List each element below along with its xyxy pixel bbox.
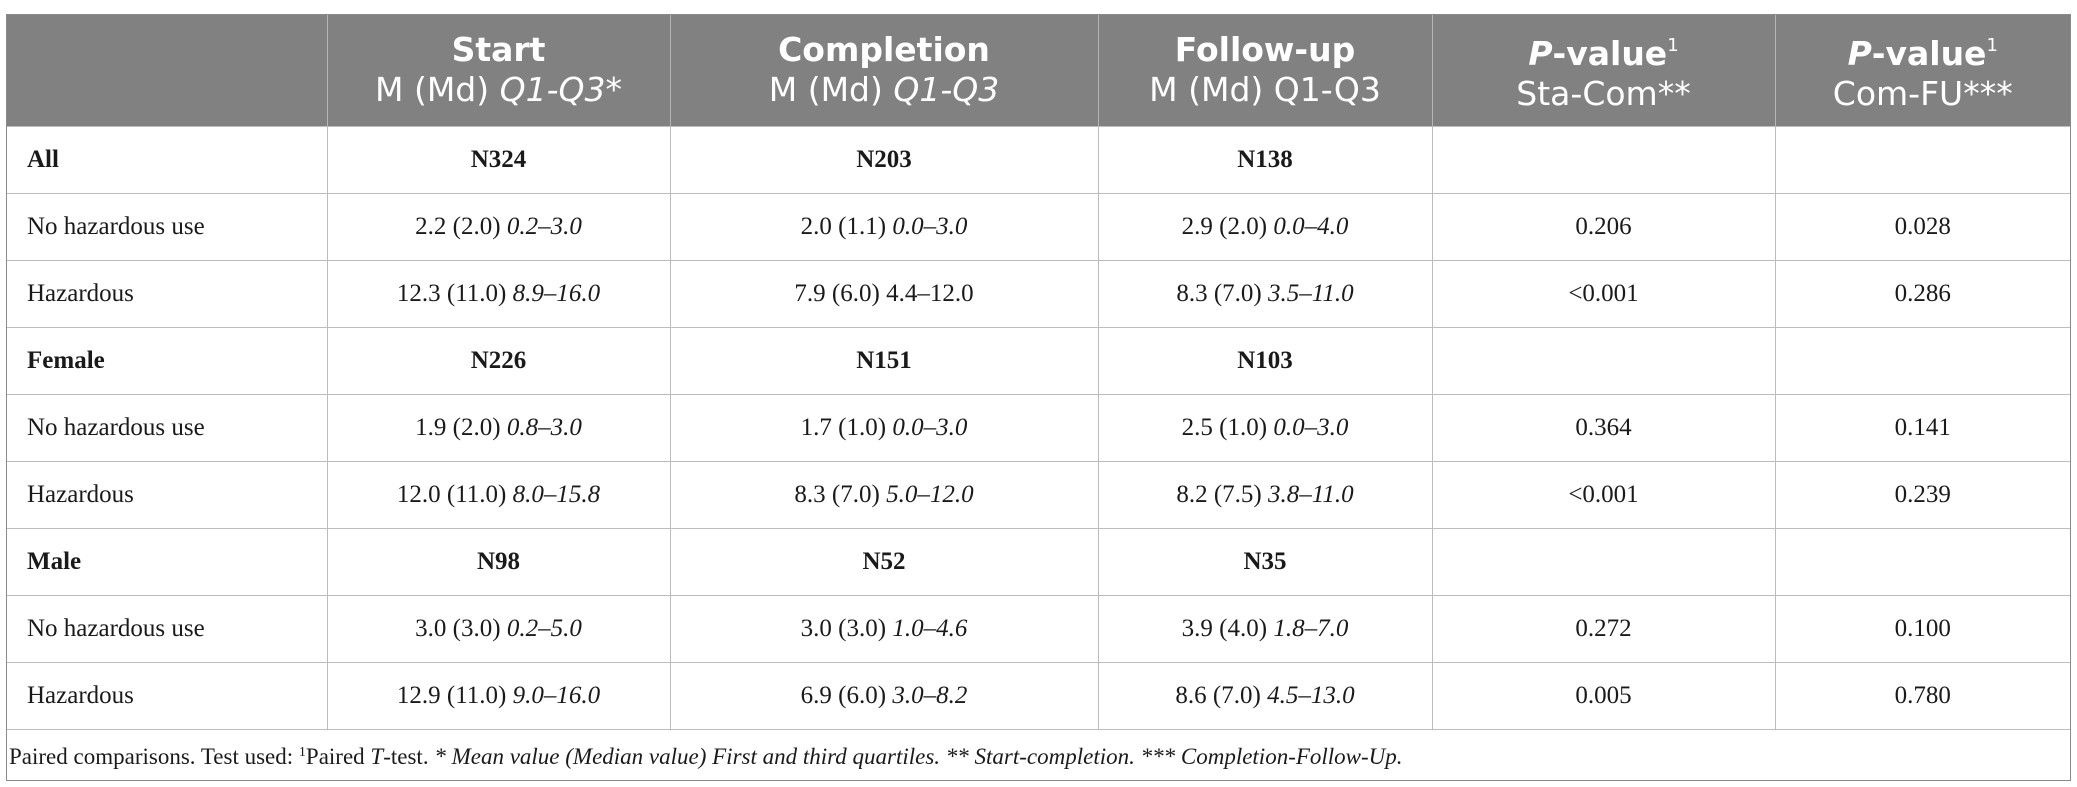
pvalue-cell	[1431, 125, 1775, 193]
pvalue-cell: 0.028	[1774, 192, 2070, 260]
table-row: Hazardous 12.0 (11.0) 8.0–15.8 8.3 (7.0) 5…	[7, 460, 2070, 528]
row-label: All	[7, 125, 327, 193]
stat-cell: 6.9 (6.0) 3.0–8.2	[669, 661, 1098, 730]
stat-cell: 2.2 (2.0) 0.2–3.0	[326, 192, 670, 260]
row-label: Hazardous	[7, 460, 327, 528]
pvalue-cell: 0.141	[1774, 393, 2070, 461]
row-label: No hazardous use	[7, 192, 327, 260]
stat-cell: 8.6 (7.0) 4.5–13.0	[1097, 661, 1432, 730]
stat-cell: 8.3 (7.0) 5.0–12.0	[669, 460, 1098, 528]
row-label: Female	[7, 326, 327, 394]
header-pvalue-sub: Sta-Com**	[1516, 74, 1691, 114]
stat-cell: 7.9 (6.0) 4.4–12.0	[669, 259, 1098, 327]
header-pvalue-title: P-value1	[1847, 34, 1998, 74]
stat-cell: 12.3 (11.0) 8.9–16.0	[326, 259, 670, 327]
header-completion: Completion M (Md) Q1-Q3	[669, 15, 1098, 126]
header-start: Start M (Md) Q1-Q3*	[326, 15, 670, 126]
pvalue-cell: 0.100	[1774, 594, 2070, 662]
pvalue-cell: 0.206	[1431, 192, 1775, 260]
stat-cell: 12.0 (11.0) 8.0–15.8	[326, 460, 670, 528]
header-start-title: Start	[451, 30, 546, 70]
pvalue-cell	[1431, 527, 1775, 595]
stat-cell: 2.0 (1.1) 0.0–3.0	[669, 192, 1098, 260]
stat-cell: 3.0 (3.0) 1.0–4.6	[669, 594, 1098, 662]
stat-cell: 12.9 (11.0) 9.0–16.0	[326, 661, 670, 730]
pvalue-cell: 0.239	[1774, 460, 2070, 528]
row-label: No hazardous use	[7, 393, 327, 461]
table-frame: Start M (Md) Q1-Q3* Completion M (Md) Q1…	[6, 14, 2071, 781]
group-count-cell: N98	[326, 527, 670, 595]
pvalue-cell: <0.001	[1431, 460, 1775, 528]
group-count-cell: N324	[326, 125, 670, 193]
group-count-cell: N52	[669, 527, 1098, 595]
group-count-cell: N103	[1097, 326, 1432, 394]
stat-cell: 1.7 (1.0) 0.0–3.0	[669, 393, 1098, 461]
stat-cell: 3.9 (4.0) 1.8–7.0	[1097, 594, 1432, 662]
group-row: All N324 N203 N138	[7, 125, 2070, 193]
header-start-sub: M (Md) Q1-Q3*	[375, 70, 622, 110]
stat-cell: 8.2 (7.5) 3.8–11.0	[1097, 460, 1432, 528]
group-row: Male N98 N52 N35	[7, 527, 2070, 595]
stat-cell: 2.9 (2.0) 0.0–4.0	[1097, 192, 1432, 260]
table-row: No hazardous use 2.2 (2.0) 0.2–3.0 2.0 (1.…	[7, 192, 2070, 260]
pvalue-cell	[1774, 326, 2070, 394]
group-count-cell: N203	[669, 125, 1098, 193]
header-pvalue-sub: Com-FU***	[1832, 74, 2013, 114]
table-row: Hazardous 12.9 (11.0) 9.0–16.0 6.9 (6.0) 3…	[7, 661, 2070, 730]
pvalue-cell	[1774, 125, 2070, 193]
table-row: Hazardous 12.3 (11.0) 8.9–16.0 7.9 (6.0) 4…	[7, 259, 2070, 327]
pvalue-cell: 0.364	[1431, 393, 1775, 461]
stat-cell: 8.3 (7.0) 3.5–11.0	[1097, 259, 1432, 327]
group-count-cell: N35	[1097, 527, 1432, 595]
header-completion-sub: M (Md) Q1-Q3	[768, 70, 1000, 110]
header-pvalue-com-fu: P-value1 Com-FU***	[1774, 15, 2070, 126]
group-count-cell: N138	[1097, 125, 1432, 193]
pvalue-cell	[1774, 527, 2070, 595]
stat-cell: 2.5 (1.0) 0.0–3.0	[1097, 393, 1432, 461]
group-count-cell: N226	[326, 326, 670, 394]
table-row: No hazardous use 3.0 (3.0) 0.2–5.0 3.0 (3.…	[7, 594, 2070, 662]
header-row: Start M (Md) Q1-Q3* Completion M (Md) Q1…	[7, 15, 2070, 126]
row-label: Male	[7, 527, 327, 595]
pvalue-cell: <0.001	[1431, 259, 1775, 327]
table-row: No hazardous use 1.9 (2.0) 0.8–3.0 1.7 (1.…	[7, 393, 2070, 461]
pvalue-cell: 0.286	[1774, 259, 2070, 327]
pvalue-cell: 0.780	[1774, 661, 2070, 730]
header-follow-up-sub: M (Md) Q1-Q3	[1149, 70, 1381, 110]
row-label: No hazardous use	[7, 594, 327, 662]
pvalue-cell: 0.005	[1431, 661, 1775, 730]
stat-cell: 1.9 (2.0) 0.8–3.0	[326, 393, 670, 461]
row-label: Hazardous	[7, 259, 327, 327]
header-follow-up-title: Follow-up	[1174, 30, 1356, 70]
row-label: Hazardous	[7, 661, 327, 730]
pvalue-cell	[1431, 326, 1775, 394]
results-table: Start M (Md) Q1-Q3* Completion M (Md) Q1…	[7, 15, 2070, 730]
header-follow-up: Follow-up M (Md) Q1-Q3	[1097, 15, 1432, 126]
header-completion-title: Completion	[778, 30, 990, 70]
header-pvalue-title: P-value1	[1528, 34, 1679, 74]
pvalue-cell: 0.272	[1431, 594, 1775, 662]
header-pvalue-sta-com: P-value1 Sta-Com**	[1431, 15, 1775, 126]
header-empty	[7, 15, 327, 126]
group-count-cell: N151	[669, 326, 1098, 394]
group-row: Female N226 N151 N103	[7, 326, 2070, 394]
table-footnote: Paired comparisons. Test used: 1Paired T…	[9, 744, 1403, 769]
stat-cell: 3.0 (3.0) 0.2–5.0	[326, 594, 670, 662]
